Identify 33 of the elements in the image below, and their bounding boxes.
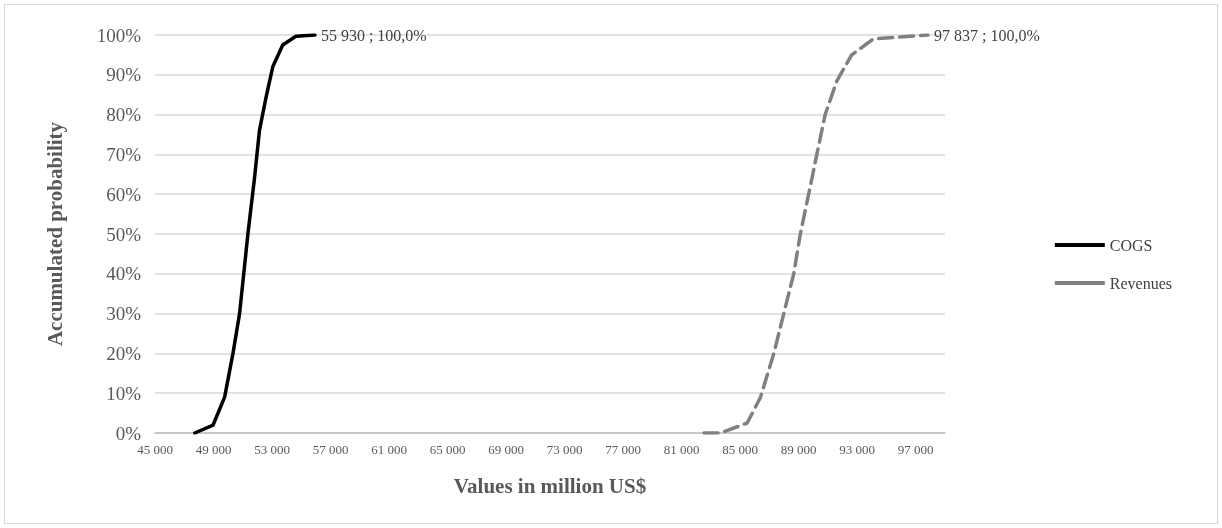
x-axis-title: Values in million US$ [453, 473, 647, 498]
y-tick-label: 40% [106, 263, 142, 285]
line-series [193, 33, 317, 435]
y-tick-label: 30% [106, 303, 142, 325]
x-tick-label: 45 000 [137, 442, 173, 457]
y-tick-label: 100% [96, 24, 142, 46]
x-tick-label: 85 000 [722, 442, 759, 457]
data-label: 97 837 ; 100,0% [933, 26, 1040, 44]
x-tick-label: 53 000 [254, 442, 290, 457]
line-series [702, 33, 930, 435]
x-tick-label: 97 000 [897, 442, 934, 457]
x-tick-label: 89 000 [780, 442, 817, 457]
data-label: 55 930 ; 100,0% [320, 26, 427, 44]
y-tick-label: 0% [115, 422, 142, 444]
y-tick-label: 10% [106, 382, 142, 404]
x-tick-label: 81 000 [663, 442, 700, 457]
y-tick-label: 20% [106, 342, 142, 364]
x-tick-label: 93 000 [839, 442, 876, 457]
x-tick-label: 77 000 [605, 442, 642, 457]
legend-label: Revenues [1109, 274, 1172, 292]
x-tick-label: 49 000 [195, 442, 232, 457]
y-tick-label: 60% [106, 183, 142, 205]
x-tick-label: 57 000 [312, 442, 349, 457]
x-tick-label: 73 000 [546, 442, 583, 457]
y-tick-label: 90% [106, 64, 142, 86]
x-tick-label: 65 000 [429, 442, 466, 457]
x-tick-label: 61 000 [371, 442, 407, 457]
y-tick-label: 50% [106, 223, 142, 245]
y-axis-title: Accumulated probability [42, 121, 67, 347]
legend-label: COGS [1109, 236, 1153, 254]
y-tick-label: 80% [106, 104, 142, 126]
x-tick-label: 69 000 [488, 442, 524, 457]
y-tick-label: 70% [106, 143, 142, 165]
